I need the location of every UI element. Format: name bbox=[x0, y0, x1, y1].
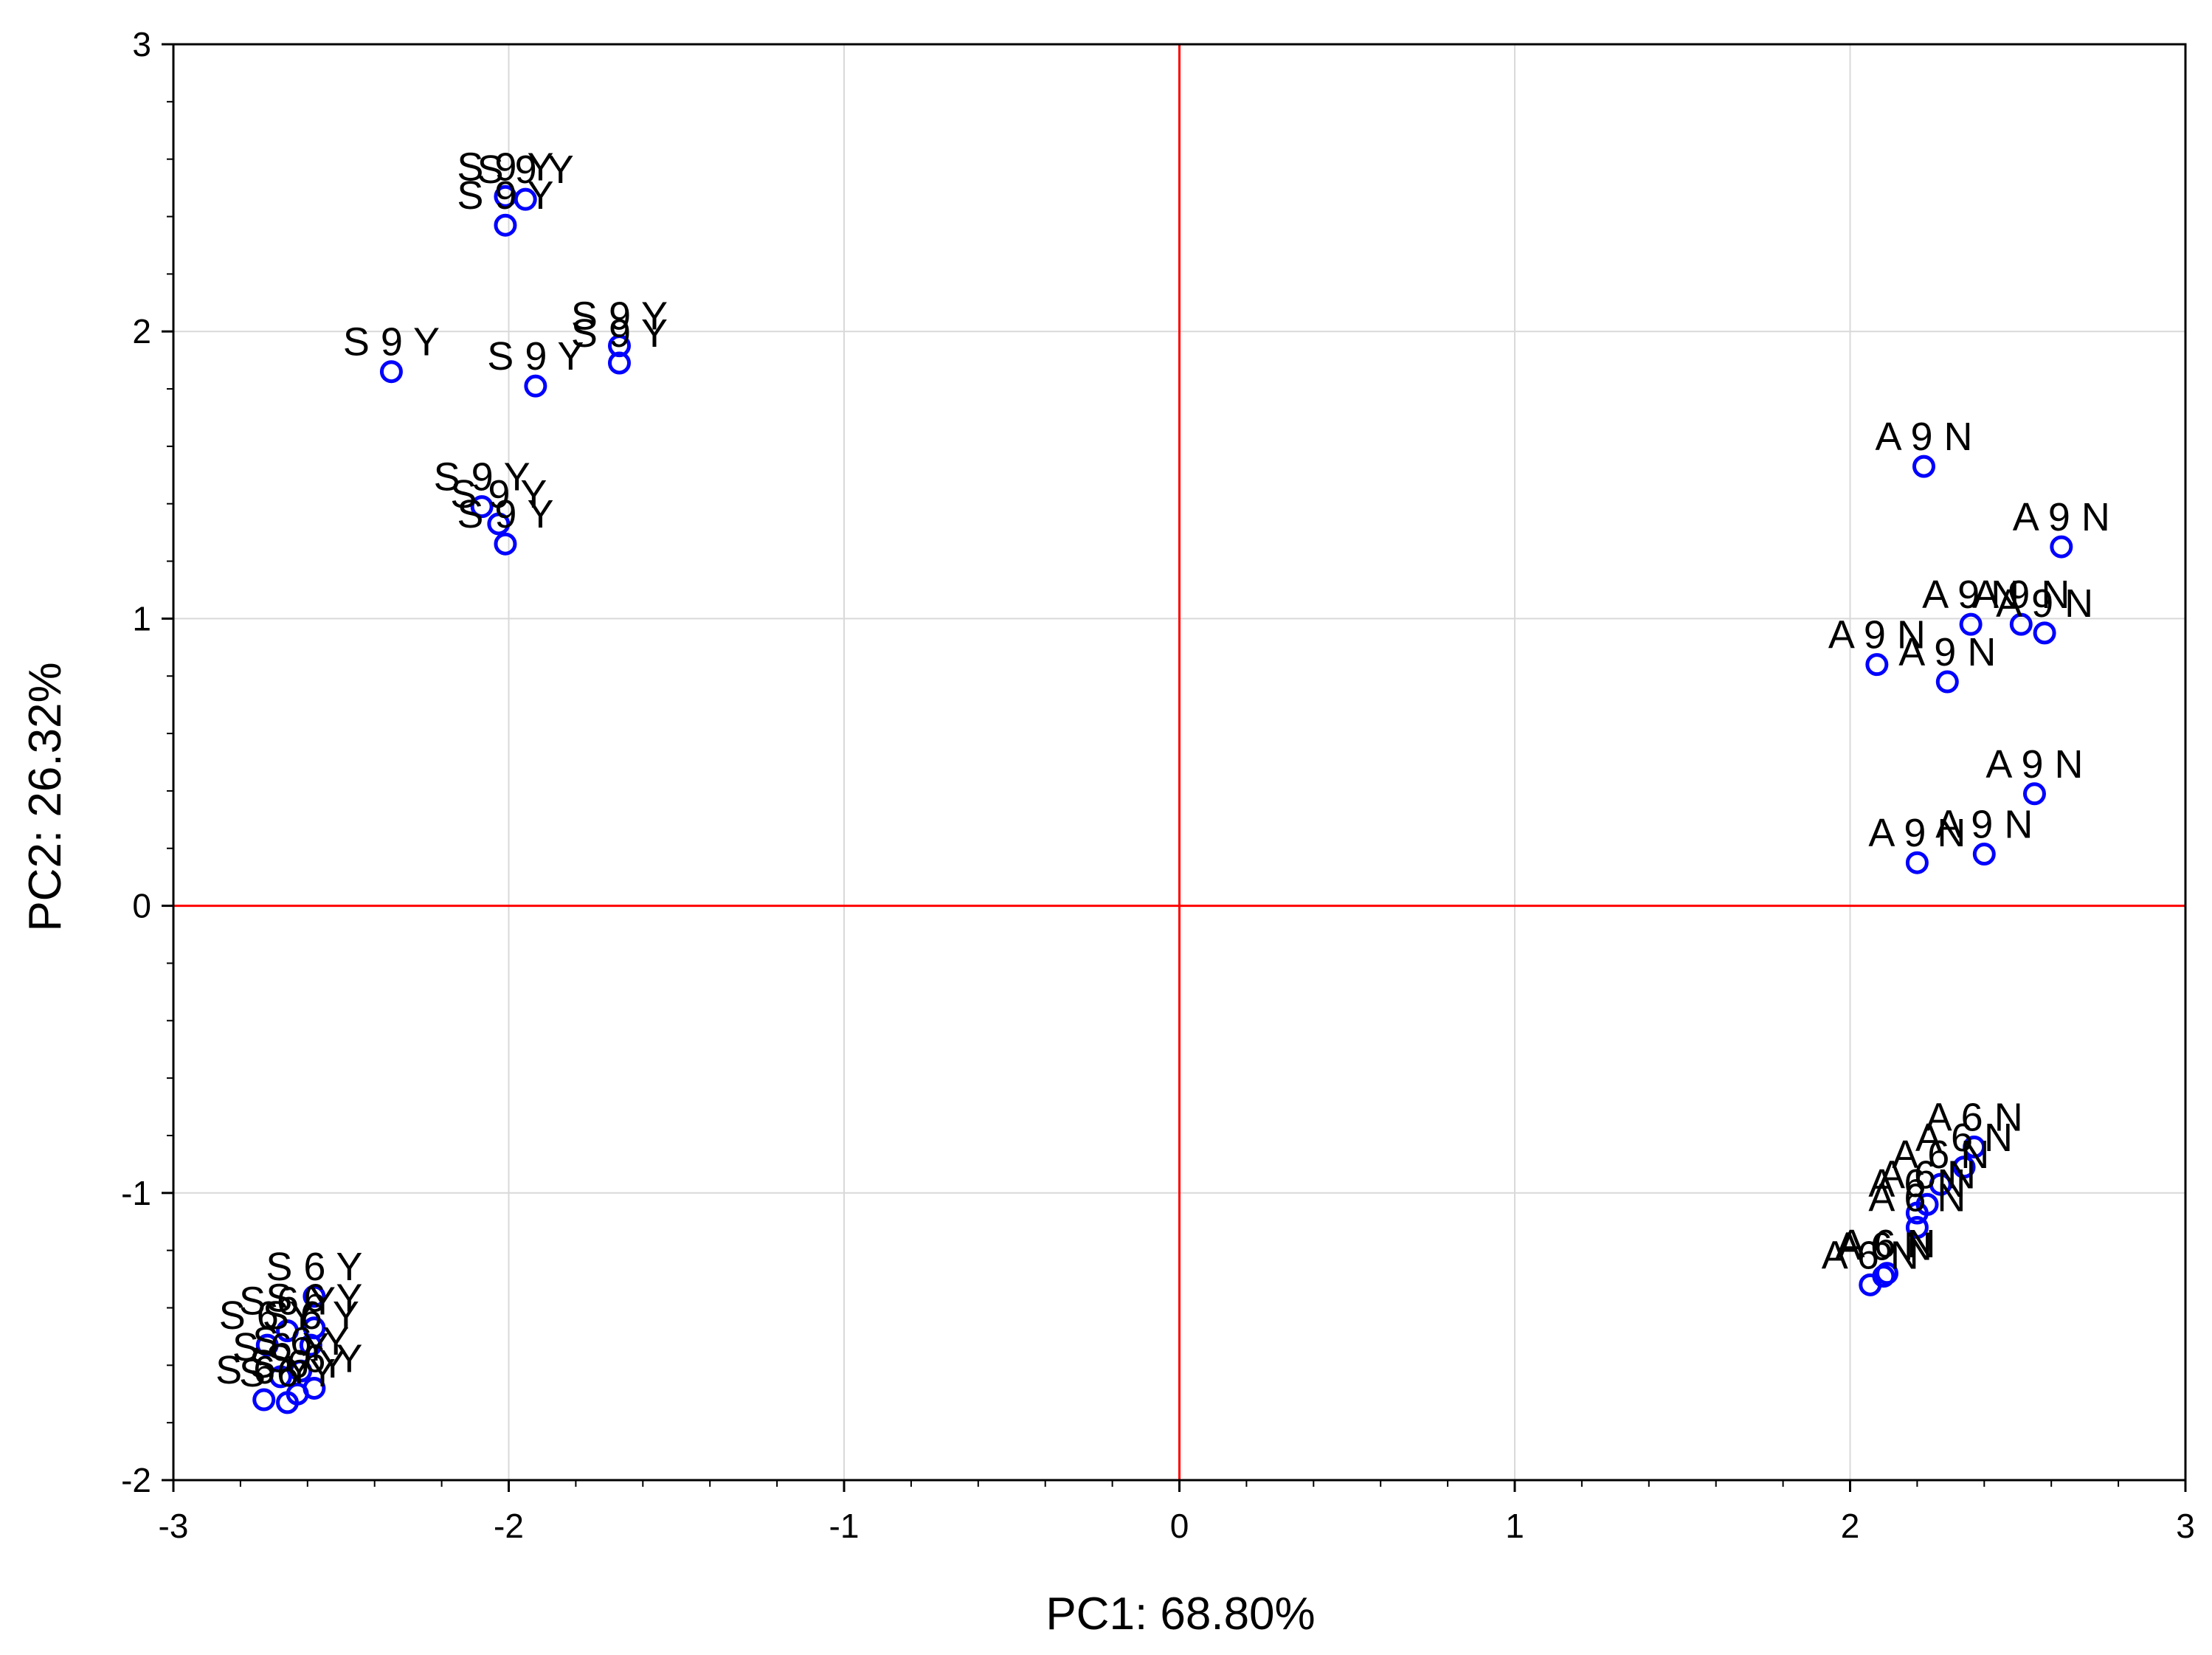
y-tick-label: 0 bbox=[132, 887, 151, 925]
data-point-label: S 9 Y bbox=[343, 320, 440, 364]
data-point-label: A 9 N bbox=[1898, 630, 1996, 674]
data-point-label: A 6 N bbox=[1915, 1116, 2013, 1160]
data-point-label: A 9 N bbox=[1996, 581, 2093, 626]
data-point bbox=[1972, 843, 1996, 866]
data-point bbox=[470, 495, 494, 519]
data-point bbox=[1912, 455, 1935, 478]
x-axis-title: PC1: 68.80% bbox=[1045, 1589, 1315, 1640]
data-point-label: S 9 Y bbox=[457, 173, 553, 218]
data-point bbox=[494, 213, 517, 237]
data-point bbox=[1865, 653, 1889, 677]
data-point bbox=[514, 187, 537, 211]
data-point bbox=[1905, 851, 1929, 874]
data-point-label: S 9 Y bbox=[450, 472, 547, 516]
data-point bbox=[2022, 782, 2046, 806]
y-tick-label: 3 bbox=[132, 25, 151, 63]
data-point-label: A 6 N bbox=[1926, 1096, 2023, 1140]
y-axis-title: PC2: 26.32% bbox=[20, 662, 71, 931]
data-point-label: S 6 Y bbox=[239, 1351, 336, 1395]
data-point-label: S 9 Y bbox=[571, 311, 668, 356]
x-tick-label: 1 bbox=[1505, 1507, 1524, 1545]
data-point bbox=[524, 374, 547, 398]
data-point-label: S 6 Y bbox=[232, 1325, 329, 1369]
data-point-label: S 9 Y bbox=[487, 334, 584, 379]
data-point bbox=[487, 512, 511, 536]
data-point bbox=[1963, 1136, 1986, 1159]
data-points bbox=[252, 184, 2073, 1414]
data-point bbox=[276, 1391, 300, 1414]
y-tick-label: 1 bbox=[132, 599, 151, 638]
data-point-label: S 6 Y bbox=[266, 1276, 362, 1321]
data-point-label: A 9 N bbox=[1985, 742, 2083, 787]
data-point-label: S 6 Y bbox=[263, 1293, 359, 1338]
data-point bbox=[255, 1333, 279, 1357]
data-point-label: S 6 Y bbox=[219, 1293, 316, 1338]
data-point-label: S 9 Y bbox=[457, 492, 553, 536]
data-point bbox=[1959, 612, 1983, 636]
data-point bbox=[1905, 1201, 1929, 1225]
data-point-label: S 9 Y bbox=[457, 145, 553, 189]
x-tick-label: -2 bbox=[494, 1507, 524, 1545]
data-point bbox=[607, 334, 631, 358]
x-tick-label: -1 bbox=[829, 1507, 860, 1545]
data-point-label: A 9 N bbox=[2013, 495, 2110, 539]
data-point bbox=[289, 1359, 313, 1383]
data-point-label: A 9 N bbox=[1972, 573, 2070, 617]
data-point bbox=[1935, 670, 1959, 694]
y-tick-label: -2 bbox=[121, 1461, 151, 1499]
data-point-label: S 9 Y bbox=[434, 455, 530, 500]
data-point-label: S 6 Y bbox=[252, 1319, 349, 1364]
data-point bbox=[299, 1333, 322, 1357]
data-point-label: A 9 N bbox=[1935, 803, 2033, 847]
data-point bbox=[269, 1365, 292, 1389]
data-point-label: S 6 Y bbox=[266, 1245, 362, 1289]
data-point bbox=[303, 1285, 326, 1308]
data-point-label: S 9 Y bbox=[477, 148, 574, 192]
y-tick-label: -1 bbox=[121, 1174, 151, 1212]
data-point-label: A 9 N bbox=[1828, 613, 1926, 657]
data-point bbox=[1905, 1216, 1929, 1240]
data-point bbox=[1952, 1155, 1976, 1179]
data-point-label: A 9 N bbox=[1868, 811, 1966, 855]
data-point bbox=[276, 1319, 300, 1343]
data-point-label: S 6 Y bbox=[249, 1342, 346, 1386]
data-point-label: S 9 Y bbox=[571, 294, 668, 339]
data-point-label: S 6 Y bbox=[215, 1348, 312, 1392]
x-tick-label: -3 bbox=[159, 1507, 189, 1545]
data-point-label: A 6 N bbox=[1879, 1153, 1976, 1197]
data-point bbox=[379, 360, 403, 384]
data-point bbox=[2033, 621, 2056, 645]
data-point bbox=[1875, 1262, 1898, 1285]
x-tick-label: 0 bbox=[1170, 1507, 1189, 1545]
x-tick-label: 2 bbox=[1841, 1507, 1860, 1545]
data-point bbox=[2009, 612, 2033, 636]
data-point bbox=[1929, 1172, 1952, 1196]
data-point-label: A 6 N bbox=[1822, 1233, 1919, 1277]
data-point bbox=[494, 532, 517, 556]
data-point bbox=[607, 351, 631, 375]
data-point-label: S 6 Y bbox=[266, 1336, 362, 1381]
data-point-label: A 6 N bbox=[1838, 1222, 1935, 1266]
reference-lines bbox=[173, 44, 2185, 1480]
data-point-label: A 6 N bbox=[1868, 1161, 1966, 1206]
data-point-label: A 6 N bbox=[1835, 1225, 1932, 1269]
data-point-label: S 6 Y bbox=[239, 1279, 336, 1324]
data-point bbox=[252, 1388, 276, 1412]
data-point-label: A 9 N bbox=[1922, 573, 2019, 617]
data-point-label: A 6 N bbox=[1892, 1133, 1989, 1177]
data-point bbox=[2050, 535, 2073, 559]
data-point-label: A 9 N bbox=[1875, 415, 1972, 459]
data-point-label: A 6 N bbox=[1868, 1176, 1966, 1220]
y-tick-label: 2 bbox=[132, 312, 151, 350]
data-point bbox=[1859, 1273, 1882, 1296]
x-tick-label: 3 bbox=[2176, 1507, 2195, 1545]
